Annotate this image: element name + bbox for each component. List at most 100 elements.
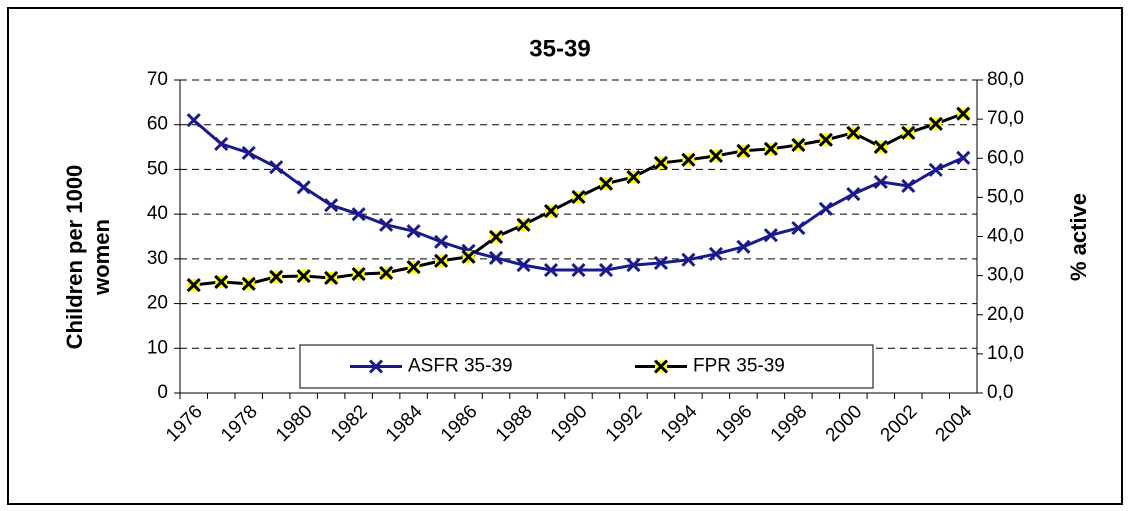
- y2-tick-label: 50,0: [987, 186, 1024, 207]
- marker: [296, 180, 311, 195]
- marker: [873, 139, 888, 154]
- marker: [516, 258, 531, 273]
- marker-cross: [214, 274, 229, 289]
- y2-tick-label: 30,0: [987, 265, 1024, 286]
- y2-axis-label: % active: [1066, 193, 1091, 281]
- marker-cross: [296, 268, 311, 284]
- marker: [379, 217, 394, 232]
- marker-cross: [324, 198, 339, 213]
- marker: [956, 106, 971, 121]
- marker: [186, 277, 201, 293]
- y-tick-label: 20: [147, 293, 168, 314]
- marker: [763, 228, 778, 243]
- marker-cross: [901, 178, 916, 194]
- marker-cross: [736, 143, 751, 158]
- marker-cross: [406, 224, 421, 239]
- marker: [434, 234, 449, 249]
- marker: [928, 162, 943, 177]
- marker: [901, 178, 916, 194]
- marker-cross: [708, 246, 723, 261]
- y-tick-label: 30: [147, 248, 168, 269]
- legend-label: FPR 35-39: [693, 356, 785, 377]
- y2-tick-label: 40,0: [987, 226, 1024, 247]
- marker-cross: [956, 106, 971, 121]
- marker-cross: [351, 207, 366, 222]
- marker-cross: [598, 262, 614, 278]
- marker: [269, 269, 284, 284]
- marker-cross: [571, 262, 586, 278]
- marker: [324, 198, 339, 213]
- y-tick-label: 40: [147, 203, 168, 224]
- marker-cross: [681, 152, 696, 167]
- marker-cross: [736, 239, 751, 254]
- marker-cross: [928, 162, 943, 177]
- marker: [791, 137, 806, 153]
- marker: [818, 132, 833, 147]
- marker-cross: [928, 116, 943, 131]
- marker-cross: [516, 258, 531, 273]
- marker: [818, 201, 833, 216]
- marker-cross: [351, 266, 366, 282]
- marker-cross: [406, 259, 421, 275]
- marker: [269, 160, 284, 175]
- marker-cross: [379, 217, 394, 232]
- y2-tick-label: 0,0: [987, 382, 1013, 403]
- y-tick-label: 50: [147, 158, 168, 179]
- marker: [708, 246, 723, 261]
- y2-tick-label: 10,0: [987, 343, 1024, 364]
- y2-tick-label: 70,0: [987, 108, 1024, 129]
- marker: [956, 150, 971, 165]
- y-tick-label: 60: [147, 114, 168, 135]
- marker-cross: [598, 176, 614, 191]
- marker-cross: [434, 253, 449, 268]
- y2-tick-label: 20,0: [987, 304, 1024, 325]
- marker: [186, 113, 201, 128]
- marker-cross: [653, 255, 669, 270]
- marker-cross: [241, 276, 256, 291]
- marker: [653, 155, 669, 171]
- marker: [626, 169, 641, 185]
- marker-cross: [461, 249, 476, 264]
- marker-cross: [214, 136, 229, 152]
- marker-cross: [791, 137, 806, 153]
- marker-cross: [818, 132, 833, 147]
- chart-border: [7, 7, 1123, 505]
- marker: [653, 255, 669, 270]
- marker-cross: [681, 252, 696, 267]
- marker-cross: [269, 269, 284, 284]
- marker-cross: [324, 270, 339, 286]
- marker: [406, 259, 421, 275]
- marker: [379, 265, 394, 280]
- marker: [763, 141, 778, 156]
- marker: [488, 229, 504, 244]
- marker: [214, 274, 229, 289]
- marker-cross: [488, 250, 504, 266]
- marker: [791, 220, 806, 236]
- marker-cross: [241, 145, 256, 160]
- marker: [681, 152, 696, 167]
- marker-cross: [186, 113, 201, 128]
- marker-cross: [956, 150, 971, 165]
- chart-title: 35-39: [529, 35, 590, 62]
- marker-cross: [708, 148, 723, 163]
- y-tick-label: 10: [147, 337, 168, 358]
- marker: [736, 143, 751, 158]
- marker: [681, 252, 696, 267]
- marker: [626, 258, 641, 273]
- marker: [214, 136, 229, 152]
- marker: [241, 276, 256, 291]
- marker: [351, 266, 366, 282]
- marker: [873, 174, 888, 190]
- marker: [351, 207, 366, 222]
- marker-cross: [873, 174, 888, 190]
- marker: [516, 217, 531, 232]
- marker-cross: [818, 201, 833, 216]
- marker: [543, 204, 559, 219]
- marker: [598, 176, 614, 191]
- marker-cross: [846, 125, 861, 140]
- legend-marker: [653, 359, 669, 374]
- marker: [736, 239, 751, 254]
- marker: [901, 125, 916, 140]
- marker-cross: [516, 217, 531, 232]
